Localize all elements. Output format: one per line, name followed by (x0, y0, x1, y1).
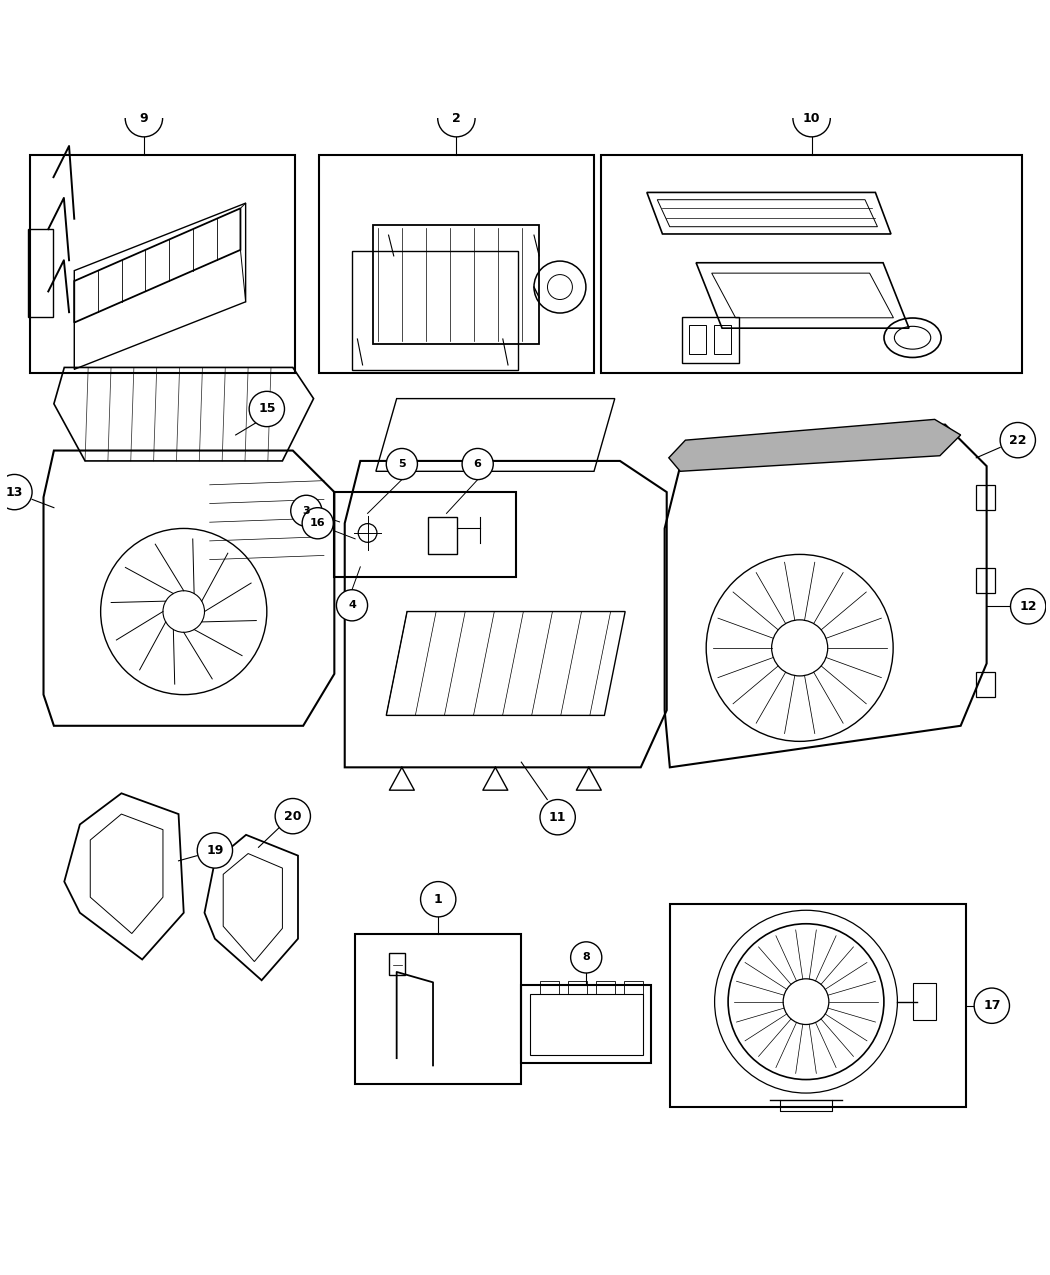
Bar (596, 982, 615, 993)
Bar (521, 986, 651, 1063)
Text: 15: 15 (258, 403, 275, 416)
Circle shape (249, 391, 285, 427)
Text: 17: 17 (983, 1000, 1001, 1012)
Circle shape (197, 833, 232, 868)
Bar (334, 492, 517, 578)
Text: 22: 22 (1009, 434, 1027, 446)
Circle shape (386, 449, 418, 479)
Circle shape (0, 474, 33, 510)
Circle shape (438, 99, 475, 136)
Bar (602, 154, 1022, 372)
Text: 9: 9 (140, 112, 148, 125)
Circle shape (1010, 589, 1046, 623)
Text: 19: 19 (206, 844, 224, 857)
Bar (427, 518, 457, 553)
Circle shape (421, 881, 456, 917)
Bar (976, 672, 995, 696)
Circle shape (974, 988, 1009, 1024)
Bar (670, 904, 966, 1107)
Bar (540, 982, 559, 993)
Text: 3: 3 (302, 506, 310, 516)
Circle shape (275, 798, 311, 834)
Bar (689, 325, 707, 354)
Text: 16: 16 (310, 518, 326, 528)
Bar (624, 982, 643, 993)
Bar (30, 154, 295, 372)
Text: 4: 4 (348, 601, 356, 611)
Bar (355, 933, 521, 1084)
Bar (976, 484, 995, 510)
Circle shape (125, 99, 163, 136)
Circle shape (462, 449, 493, 479)
Bar (914, 983, 936, 1020)
Text: 2: 2 (452, 112, 461, 125)
Text: 11: 11 (549, 811, 566, 824)
Text: 12: 12 (1020, 599, 1037, 613)
Circle shape (540, 799, 575, 835)
Polygon shape (669, 419, 961, 472)
Bar (27, 230, 54, 317)
Text: 1: 1 (434, 892, 443, 905)
Text: 6: 6 (474, 459, 482, 469)
Circle shape (1001, 422, 1035, 458)
Bar (568, 982, 587, 993)
Circle shape (291, 495, 322, 527)
Text: 10: 10 (803, 112, 820, 125)
Circle shape (793, 99, 831, 136)
Bar (529, 993, 643, 1054)
Text: 13: 13 (5, 486, 23, 499)
Text: 20: 20 (285, 810, 301, 822)
Bar (976, 567, 995, 593)
Bar (319, 154, 594, 372)
Text: 5: 5 (398, 459, 405, 469)
Bar (681, 317, 739, 363)
Circle shape (570, 942, 602, 973)
Bar (714, 325, 732, 354)
Circle shape (336, 590, 367, 621)
Circle shape (302, 507, 333, 539)
Text: 8: 8 (583, 952, 590, 963)
